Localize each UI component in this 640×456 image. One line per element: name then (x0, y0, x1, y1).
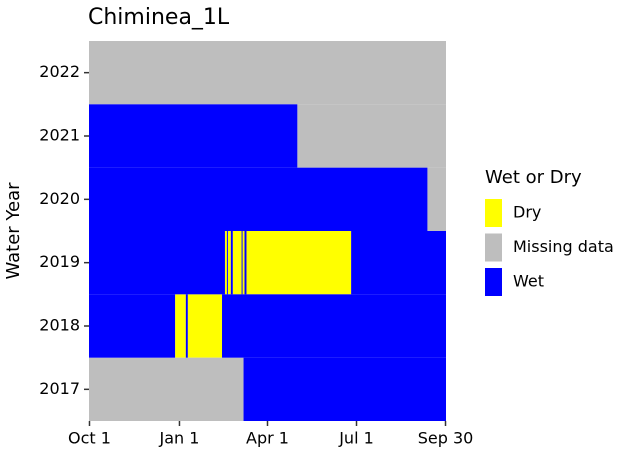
y-tick-label: 2021 (39, 126, 80, 145)
y-tick-label: 2022 (39, 62, 80, 81)
y-tick-label: 2018 (39, 316, 80, 335)
tile (224, 231, 227, 295)
y-tick-label: 2020 (39, 189, 80, 208)
tile (232, 231, 242, 295)
legend-key (485, 199, 502, 227)
x-tick-label: Sep 30 (418, 429, 474, 448)
legend-key (485, 233, 502, 262)
legend-label: Wet (513, 272, 544, 291)
y-axis-label: Water Year (3, 182, 24, 280)
tile (246, 231, 352, 295)
tile (89, 167, 428, 231)
x-tick-label: Apr 1 (246, 429, 289, 448)
tile (89, 104, 298, 168)
x-tick-label: Jul 1 (338, 429, 374, 448)
tile (243, 357, 446, 421)
tile (351, 231, 446, 295)
x-tick-label: Jan 1 (159, 429, 200, 448)
tile (226, 231, 228, 295)
x-tick-label: Oct 1 (68, 429, 111, 448)
tile (89, 357, 244, 421)
tile (242, 231, 245, 295)
chart-title: Chiminea_1L (88, 5, 230, 30)
tile (187, 294, 223, 358)
legend-label: Missing data (513, 237, 614, 256)
tile (175, 294, 186, 358)
tile (227, 231, 231, 295)
tile (230, 231, 233, 295)
legend-label: Dry (513, 203, 541, 222)
legend-title: Wet or Dry (485, 167, 582, 188)
tile (89, 41, 446, 105)
tile (89, 294, 176, 358)
legend-key (485, 268, 502, 296)
tile (297, 104, 446, 168)
y-tick-label: 2017 (39, 379, 80, 398)
y-tick-label: 2019 (39, 252, 80, 271)
tile (241, 231, 243, 295)
tile (427, 167, 446, 231)
tile (89, 231, 225, 295)
tile (244, 231, 247, 295)
tile (222, 294, 446, 358)
tile (185, 294, 188, 358)
